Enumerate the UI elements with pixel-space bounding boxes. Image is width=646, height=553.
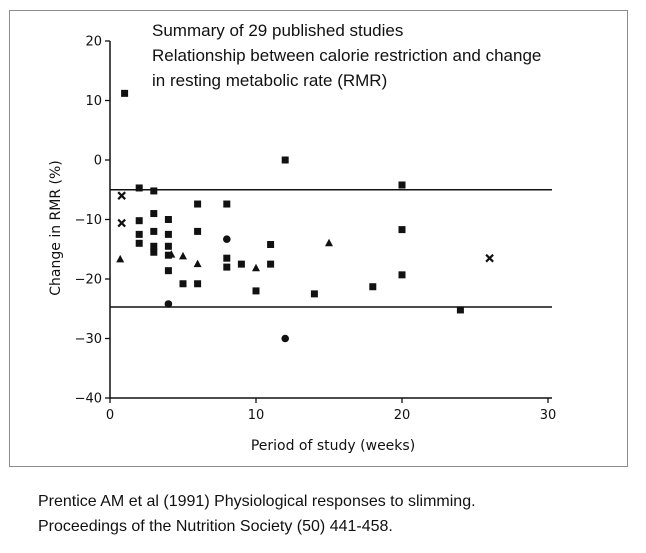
data-point-square xyxy=(164,242,172,250)
data-point-square xyxy=(194,280,202,288)
data-point-triangle xyxy=(179,251,187,260)
data-point-square xyxy=(398,226,406,234)
data-point-triangle xyxy=(325,238,333,247)
data-point-square xyxy=(223,254,231,262)
data-point-square xyxy=(179,280,187,288)
data-point-square xyxy=(164,216,172,223)
y-tick-label: 10 xyxy=(85,94,102,109)
data-point-square xyxy=(150,242,158,250)
annotation-line-2: Relationship between calorie restriction… xyxy=(152,46,542,65)
data-point-square xyxy=(164,267,172,275)
data-point-triangle xyxy=(252,263,260,272)
y-tick-label: −30 xyxy=(75,332,102,347)
data-point-square xyxy=(237,260,245,268)
data-point-cross xyxy=(485,253,494,263)
data-point-square xyxy=(150,210,158,218)
data-point-square xyxy=(267,240,275,248)
y-tick-label: 20 xyxy=(85,35,102,50)
data-point-square xyxy=(150,227,158,235)
data-point-cross xyxy=(117,218,126,228)
data-point-square xyxy=(281,156,289,164)
citation-line-2: Proceedings of the Nutrition Society (50… xyxy=(38,518,393,535)
x-tick-label: 10 xyxy=(248,408,265,423)
annotation-line-1: Summary of 29 published studies xyxy=(152,21,404,40)
citation-line-1: Prentice AM et al (1991) Physiological r… xyxy=(38,493,476,510)
data-point-square xyxy=(150,187,158,195)
data-point-circle xyxy=(281,334,290,343)
data-point-square xyxy=(310,290,318,298)
chart-annotation: Summary of 29 published studies Relation… xyxy=(152,18,541,93)
x-tick-label: 0 xyxy=(106,408,114,423)
data-point-square xyxy=(194,227,202,235)
x-tick-label: 30 xyxy=(540,408,557,423)
y-tick-label: −40 xyxy=(75,392,102,407)
data-point-square xyxy=(164,251,172,259)
data-point-square xyxy=(164,230,172,238)
figure-frame xyxy=(9,10,628,467)
data-point-square xyxy=(398,271,406,279)
x-axis-title: Period of study (weeks) xyxy=(251,438,415,454)
citation: Prentice AM et al (1991) Physiological r… xyxy=(38,489,476,539)
y-tick-label: 0 xyxy=(94,154,102,169)
annotation-line-3: in resting metabolic rate (RMR) xyxy=(152,71,388,90)
data-point-square xyxy=(223,200,231,208)
data-point-square xyxy=(150,248,158,256)
data-point-square xyxy=(252,287,260,295)
data-point-square xyxy=(369,283,377,291)
data-point-square xyxy=(121,89,129,97)
data-point-square xyxy=(135,217,143,225)
data-point-triangle xyxy=(116,254,125,263)
y-tick-label: −10 xyxy=(75,213,102,228)
reference-lines xyxy=(110,189,552,308)
data-point-square xyxy=(267,260,275,268)
data-points xyxy=(116,89,494,343)
data-point-square xyxy=(135,239,143,247)
y-axis-title: Change in RMR (%) xyxy=(48,160,64,295)
data-point-circle xyxy=(223,235,231,243)
data-point-triangle xyxy=(167,250,176,258)
y-tick-label: −20 xyxy=(75,273,102,288)
data-point-cross xyxy=(117,191,126,200)
data-point-square xyxy=(398,181,406,189)
data-point-triangle xyxy=(193,259,202,268)
chart-axes: 20 10 0 −10 −20 −30 −40 0 10 20 30 xyxy=(75,35,557,424)
data-point-square xyxy=(223,263,231,271)
data-point-square xyxy=(456,306,464,314)
data-point-square xyxy=(194,200,202,208)
data-point-circle xyxy=(164,300,173,308)
x-tick-label: 20 xyxy=(394,408,411,423)
data-point-square xyxy=(135,230,143,238)
data-point-square xyxy=(135,184,143,192)
